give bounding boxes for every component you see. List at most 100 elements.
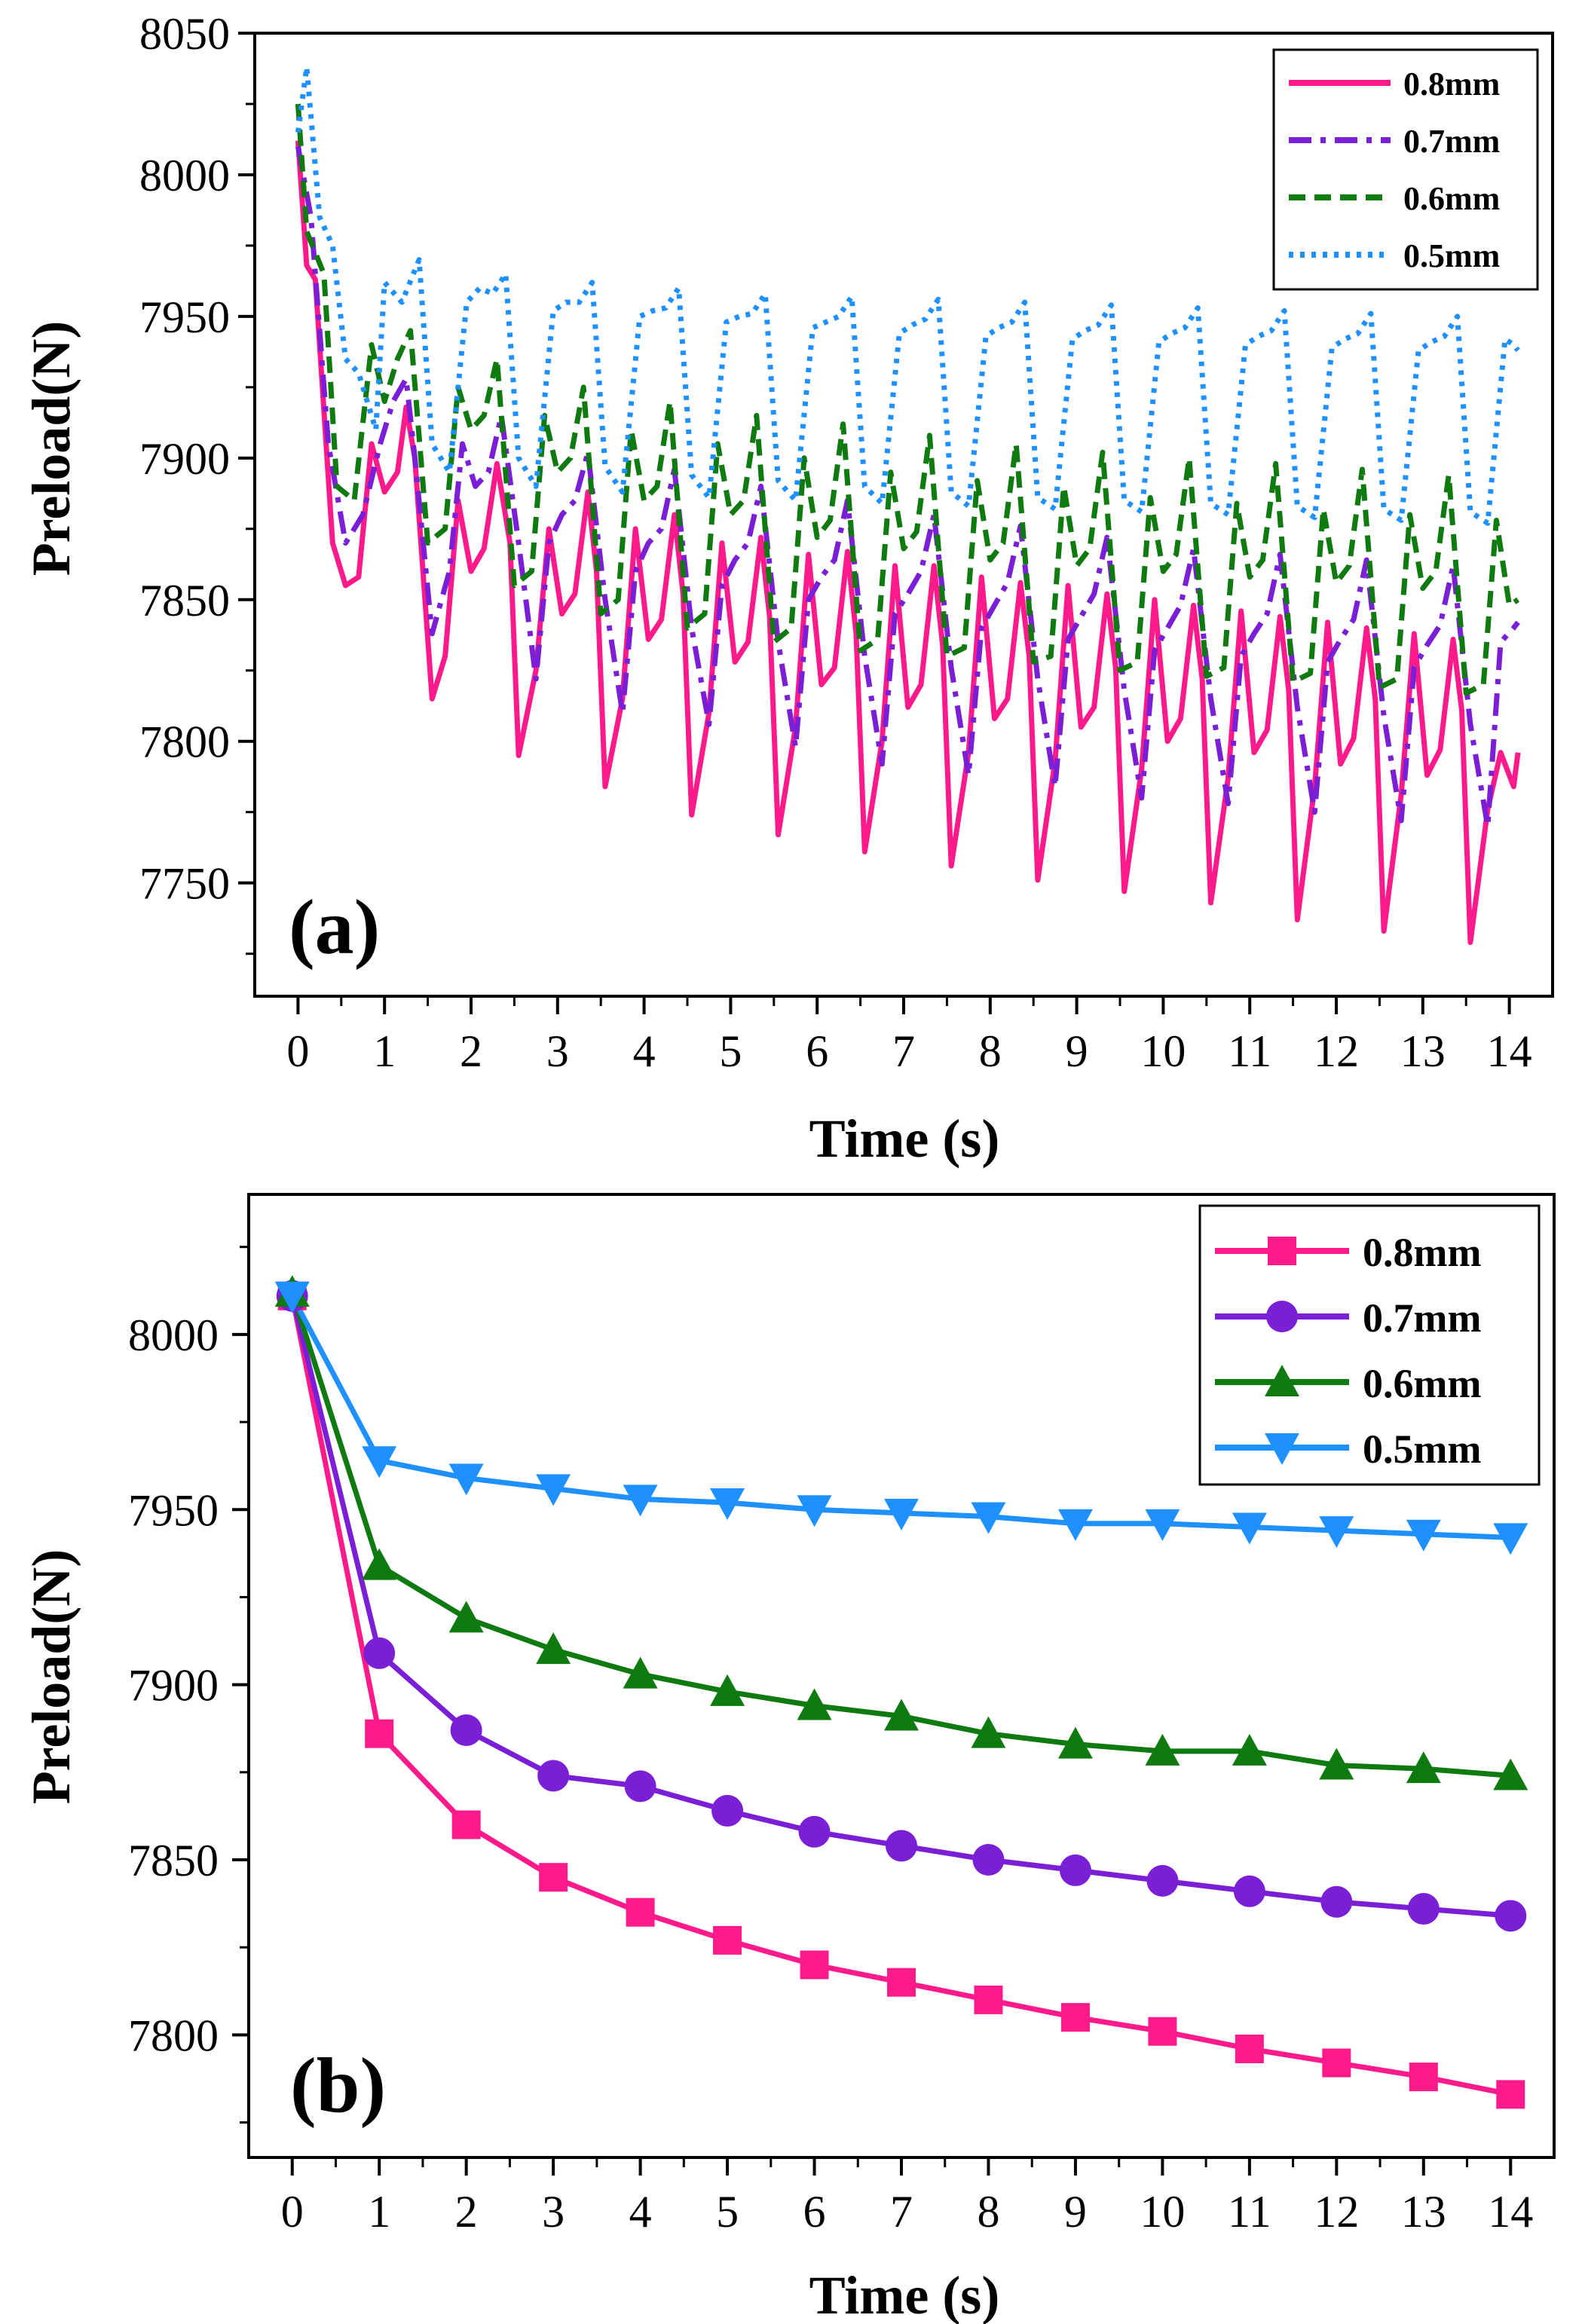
- b-data-point-0.8mm: [1060, 2003, 1090, 2032]
- b-data-point-0.8mm: [365, 1719, 394, 1748]
- a-x-tick-label: 7: [892, 1026, 915, 1076]
- b-data-point-0.5mm: [362, 1446, 397, 1478]
- b-data-point-0.8mm: [451, 1810, 481, 1839]
- b-data-point-0.5mm: [884, 1498, 919, 1530]
- b-data-point-0.5mm: [448, 1463, 484, 1496]
- panel-a: 0 1 2 3 4 5 6 7 8 9 10 11 12 13 1477507800785079007950…: [21, 9, 1554, 1169]
- a-x-tick-label: 12: [1314, 1026, 1359, 1076]
- b-data-point-0.7mm: [1233, 1875, 1265, 1907]
- b-data-point-0.6mm: [1057, 1726, 1093, 1759]
- b-data-point-0.6mm: [448, 1601, 484, 1633]
- b-data-point-0.6mm: [536, 1632, 571, 1665]
- b-data-point-0.5mm: [710, 1488, 745, 1520]
- a-x-tick-label: 11: [1228, 1026, 1271, 1076]
- b-x-tick-label: 10: [1140, 2187, 1185, 2237]
- a-axes: 0 1 2 3 4 5 6 7 8 9 10 11 12 13 1477507800785079007950…: [139, 9, 1532, 1076]
- b-data-point-0.8mm: [539, 1863, 568, 1892]
- b-x-tick-label: 11: [1228, 2187, 1271, 2237]
- b-data-point-0.5mm: [1319, 1516, 1354, 1549]
- a-y-axis-label: Preload(N): [21, 321, 81, 576]
- b-data-point-0.5mm: [623, 1485, 658, 1517]
- a-legend: 0.8mm 0.7mm 0.6mm 0.5mm: [1272, 48, 1539, 291]
- b-data-point-0.6mm: [797, 1688, 832, 1720]
- b-data-point-0.5mm: [1493, 1523, 1528, 1555]
- b-x-axis-label: Time (s): [809, 2265, 1000, 2324]
- b-panel-label: (b): [290, 2042, 386, 2129]
- b-data-point-0.5mm: [971, 1502, 1006, 1534]
- b-legend-marker: [1265, 1365, 1299, 1396]
- b-y-tick-label: 7950: [128, 1485, 219, 1535]
- a-x-tick-label: 5: [719, 1026, 742, 1076]
- b-data-point-0.6mm: [1232, 1733, 1267, 1766]
- b-data-point-0.8mm: [1409, 2063, 1438, 2092]
- a-legend-box: [1272, 48, 1539, 291]
- a-legend-label: 0.7mm: [1403, 123, 1500, 160]
- a-series-group: [295, 64, 1521, 946]
- panel-b: 0 1 2 3 4 5 6 7 8 9 10 11 12 13 1478007850790079508000…: [21, 1193, 1556, 2324]
- b-data-point-0.8mm: [626, 1897, 655, 1927]
- b-data-point-0.7mm: [1407, 1893, 1440, 1925]
- b-x-tick-label: 4: [629, 2187, 652, 2237]
- a-legend-label: 0.8mm: [1403, 66, 1500, 102]
- b-x-tick-label: 0: [281, 2187, 304, 2237]
- b-data-point-0.6mm: [1493, 1758, 1528, 1790]
- b-legend-marker: [1265, 1433, 1299, 1465]
- a-x-tick-label: 1: [373, 1026, 396, 1076]
- a-y-tick-label: 7950: [139, 292, 230, 342]
- a-y-tick-label: 7850: [139, 576, 230, 625]
- b-legend-marker: [1268, 1237, 1296, 1265]
- b-data-point-0.8mm: [713, 1925, 742, 1955]
- b-legend-marker: [1266, 1301, 1298, 1332]
- b-data-point-0.7mm: [624, 1770, 656, 1803]
- a-series-line-0.6mm: [295, 103, 1520, 696]
- a-x-tick-label: 13: [1400, 1026, 1446, 1076]
- a-series-line-0.8mm: [295, 140, 1521, 946]
- b-legend-label: 0.8mm: [1363, 1230, 1481, 1275]
- a-y-tick-label: 8050: [139, 9, 230, 59]
- b-x-tick-label: 14: [1488, 2187, 1533, 2237]
- a-x-tick-label: 10: [1140, 1026, 1186, 1076]
- b-x-tick-label: 5: [716, 2187, 739, 2237]
- b-data-point-0.6mm: [1406, 1751, 1441, 1784]
- b-data-point-0.5mm: [1406, 1519, 1441, 1552]
- b-x-tick-label: 13: [1401, 2187, 1446, 2237]
- b-data-point-0.5mm: [1232, 1512, 1267, 1545]
- b-data-point-0.8mm: [1235, 2034, 1264, 2063]
- b-legend: 0.8mm 0.7mm 0.6mm 0.5mm: [1198, 1204, 1541, 1486]
- b-data-point-0.8mm: [1496, 2080, 1525, 2109]
- b-x-tick-label: 3: [542, 2187, 565, 2237]
- b-y-axis-label: Preload(N): [21, 1549, 81, 1805]
- b-data-point-0.7mm: [711, 1794, 744, 1827]
- b-data-point-0.5mm: [274, 1281, 310, 1313]
- b-data-point-0.6mm: [362, 1548, 397, 1580]
- b-x-tick-label: 6: [803, 2187, 826, 2237]
- b-x-tick-label: 1: [368, 2187, 390, 2237]
- a-x-tick-label: 3: [546, 1026, 569, 1076]
- b-legend-label: 0.7mm: [1363, 1295, 1481, 1341]
- b-series-group: [274, 1275, 1528, 2109]
- a-x-tick-label: 4: [633, 1026, 656, 1076]
- b-data-point-0.5mm: [1145, 1509, 1180, 1541]
- b-data-point-0.6mm: [1145, 1733, 1180, 1766]
- b-data-point-0.5mm: [536, 1474, 571, 1506]
- a-y-tick-label: 7800: [139, 717, 230, 767]
- b-data-point-0.6mm: [623, 1656, 658, 1689]
- b-data-point-0.7mm: [1059, 1854, 1091, 1886]
- a-series-line-0.5mm: [295, 64, 1520, 526]
- a-y-tick-label: 8000: [139, 151, 230, 200]
- b-data-point-0.7mm: [363, 1637, 396, 1669]
- b-x-tick-label: 2: [455, 2187, 478, 2237]
- b-legend-label: 0.5mm: [1363, 1427, 1481, 1472]
- a-x-tick-label: 9: [1066, 1026, 1088, 1076]
- b-data-point-0.7mm: [798, 1815, 831, 1848]
- b-data-point-0.8mm: [887, 1968, 916, 1997]
- a-y-tick-label: 7750: [139, 859, 230, 909]
- b-legend-label: 0.6mm: [1363, 1361, 1481, 1406]
- a-x-tick-label: 14: [1487, 1026, 1532, 1076]
- a-legend-label: 0.5mm: [1403, 237, 1500, 274]
- a-x-tick-label: 0: [286, 1026, 309, 1076]
- b-data-point-0.8mm: [1322, 2048, 1351, 2078]
- a-x-axis-label: Time (s): [809, 1108, 1000, 1169]
